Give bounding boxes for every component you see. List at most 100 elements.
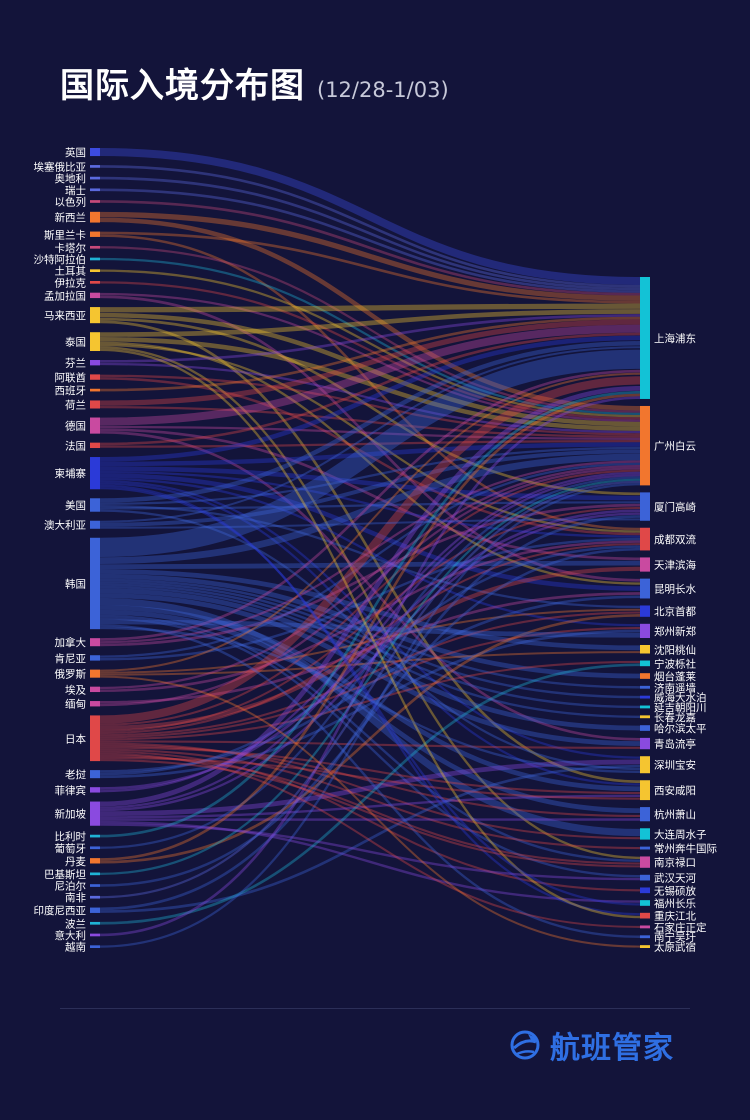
target-node[interactable] <box>640 673 650 679</box>
sankey-link <box>99 165 641 288</box>
source-node[interactable] <box>90 269 100 273</box>
source-node[interactable] <box>90 638 100 647</box>
target-node[interactable] <box>640 492 650 521</box>
source-node[interactable] <box>90 231 100 237</box>
source-node[interactable] <box>90 872 100 876</box>
target-node[interactable] <box>640 527 650 551</box>
source-node[interactable] <box>90 537 100 630</box>
source-node[interactable] <box>90 895 100 899</box>
target-node[interactable] <box>640 945 650 948</box>
source-node[interactable] <box>90 884 100 887</box>
sankey-link <box>99 246 641 413</box>
source-node[interactable] <box>90 257 100 261</box>
sankey-link <box>99 597 641 837</box>
target-node[interactable] <box>640 725 650 731</box>
source-node[interactable] <box>90 834 100 838</box>
sankey-link <box>99 740 641 749</box>
sankey-link <box>99 442 641 467</box>
source-node[interactable] <box>90 360 100 366</box>
source-node[interactable] <box>90 417 100 434</box>
target-label: 哈尔滨太平 <box>654 722 707 735</box>
source-label: 沙特阿拉伯 <box>34 253 87 266</box>
source-node[interactable] <box>90 686 100 693</box>
source-label: 西班牙 <box>55 385 87 397</box>
target-node[interactable] <box>640 623 650 638</box>
target-node[interactable] <box>640 605 650 617</box>
sankey-link <box>99 362 641 434</box>
source-node[interactable] <box>90 715 100 762</box>
sankey-link <box>99 756 641 800</box>
target-node[interactable] <box>640 277 650 399</box>
source-node[interactable] <box>90 655 100 661</box>
target-node[interactable] <box>640 557 650 572</box>
source-node[interactable] <box>90 669 100 678</box>
target-node[interactable] <box>640 887 650 894</box>
sankey-link <box>99 759 641 868</box>
source-node[interactable] <box>90 498 100 512</box>
sankey-link <box>99 619 641 638</box>
target-node[interactable] <box>640 715 650 719</box>
target-node[interactable] <box>640 807 650 822</box>
source-node[interactable] <box>90 148 100 157</box>
source-node[interactable] <box>90 281 100 284</box>
source-node[interactable] <box>90 520 100 529</box>
target-node[interactable] <box>640 900 650 906</box>
target-node[interactable] <box>640 874 650 881</box>
source-label: 荷兰 <box>65 398 86 411</box>
source-node[interactable] <box>90 165 100 168</box>
brand-logo[interactable]: 航班管家 <box>508 1023 674 1067</box>
source-node[interactable] <box>90 388 100 392</box>
target-node[interactable] <box>640 846 650 850</box>
target-node[interactable] <box>640 705 650 709</box>
source-node[interactable] <box>90 211 100 223</box>
sankey-links <box>99 148 641 948</box>
sankey-link <box>99 295 641 582</box>
source-label: 土耳其 <box>55 265 87 278</box>
target-node[interactable] <box>640 780 650 801</box>
target-node[interactable] <box>640 856 650 868</box>
source-node[interactable] <box>90 200 100 203</box>
source-node[interactable] <box>90 176 100 180</box>
sankey-link <box>99 336 641 431</box>
target-node[interactable] <box>640 685 650 689</box>
target-node[interactable] <box>640 925 650 929</box>
source-node[interactable] <box>90 188 100 192</box>
target-node[interactable] <box>640 737 650 750</box>
source-node[interactable] <box>90 858 100 864</box>
date-range-subtitle: (12/28-1/03) <box>317 78 449 102</box>
target-node[interactable] <box>640 645 650 654</box>
source-node[interactable] <box>90 400 100 409</box>
source-node[interactable] <box>90 245 100 249</box>
source-label: 埃及 <box>65 683 86 696</box>
target-node[interactable] <box>640 405 650 486</box>
sankey-link <box>99 660 641 741</box>
target-node[interactable] <box>640 660 650 667</box>
source-node[interactable] <box>90 457 100 490</box>
source-node[interactable] <box>90 307 100 324</box>
source-node[interactable] <box>90 292 100 299</box>
source-node[interactable] <box>90 374 100 380</box>
source-node[interactable] <box>90 921 100 925</box>
source-node[interactable] <box>90 787 100 793</box>
sankey-link <box>99 748 641 850</box>
source-node[interactable] <box>90 945 100 948</box>
source-node[interactable] <box>90 846 100 850</box>
target-node[interactable] <box>640 695 650 699</box>
source-label: 菲律宾 <box>55 784 87 797</box>
source-node[interactable] <box>90 332 100 352</box>
source-node[interactable] <box>90 701 100 707</box>
target-node[interactable] <box>640 578 650 599</box>
source-node[interactable] <box>90 933 100 937</box>
sankey-link <box>99 396 641 937</box>
target-node[interactable] <box>640 935 650 939</box>
target-node[interactable] <box>640 828 650 840</box>
target-label: 无锡硕放 <box>654 884 696 897</box>
source-label: 泰国 <box>65 336 86 349</box>
target-node[interactable] <box>640 912 650 919</box>
source-node[interactable] <box>90 801 100 826</box>
source-node[interactable] <box>90 907 100 913</box>
target-node[interactable] <box>640 756 650 774</box>
source-node[interactable] <box>90 770 100 779</box>
sankey-link <box>99 480 641 759</box>
source-node[interactable] <box>90 442 100 449</box>
